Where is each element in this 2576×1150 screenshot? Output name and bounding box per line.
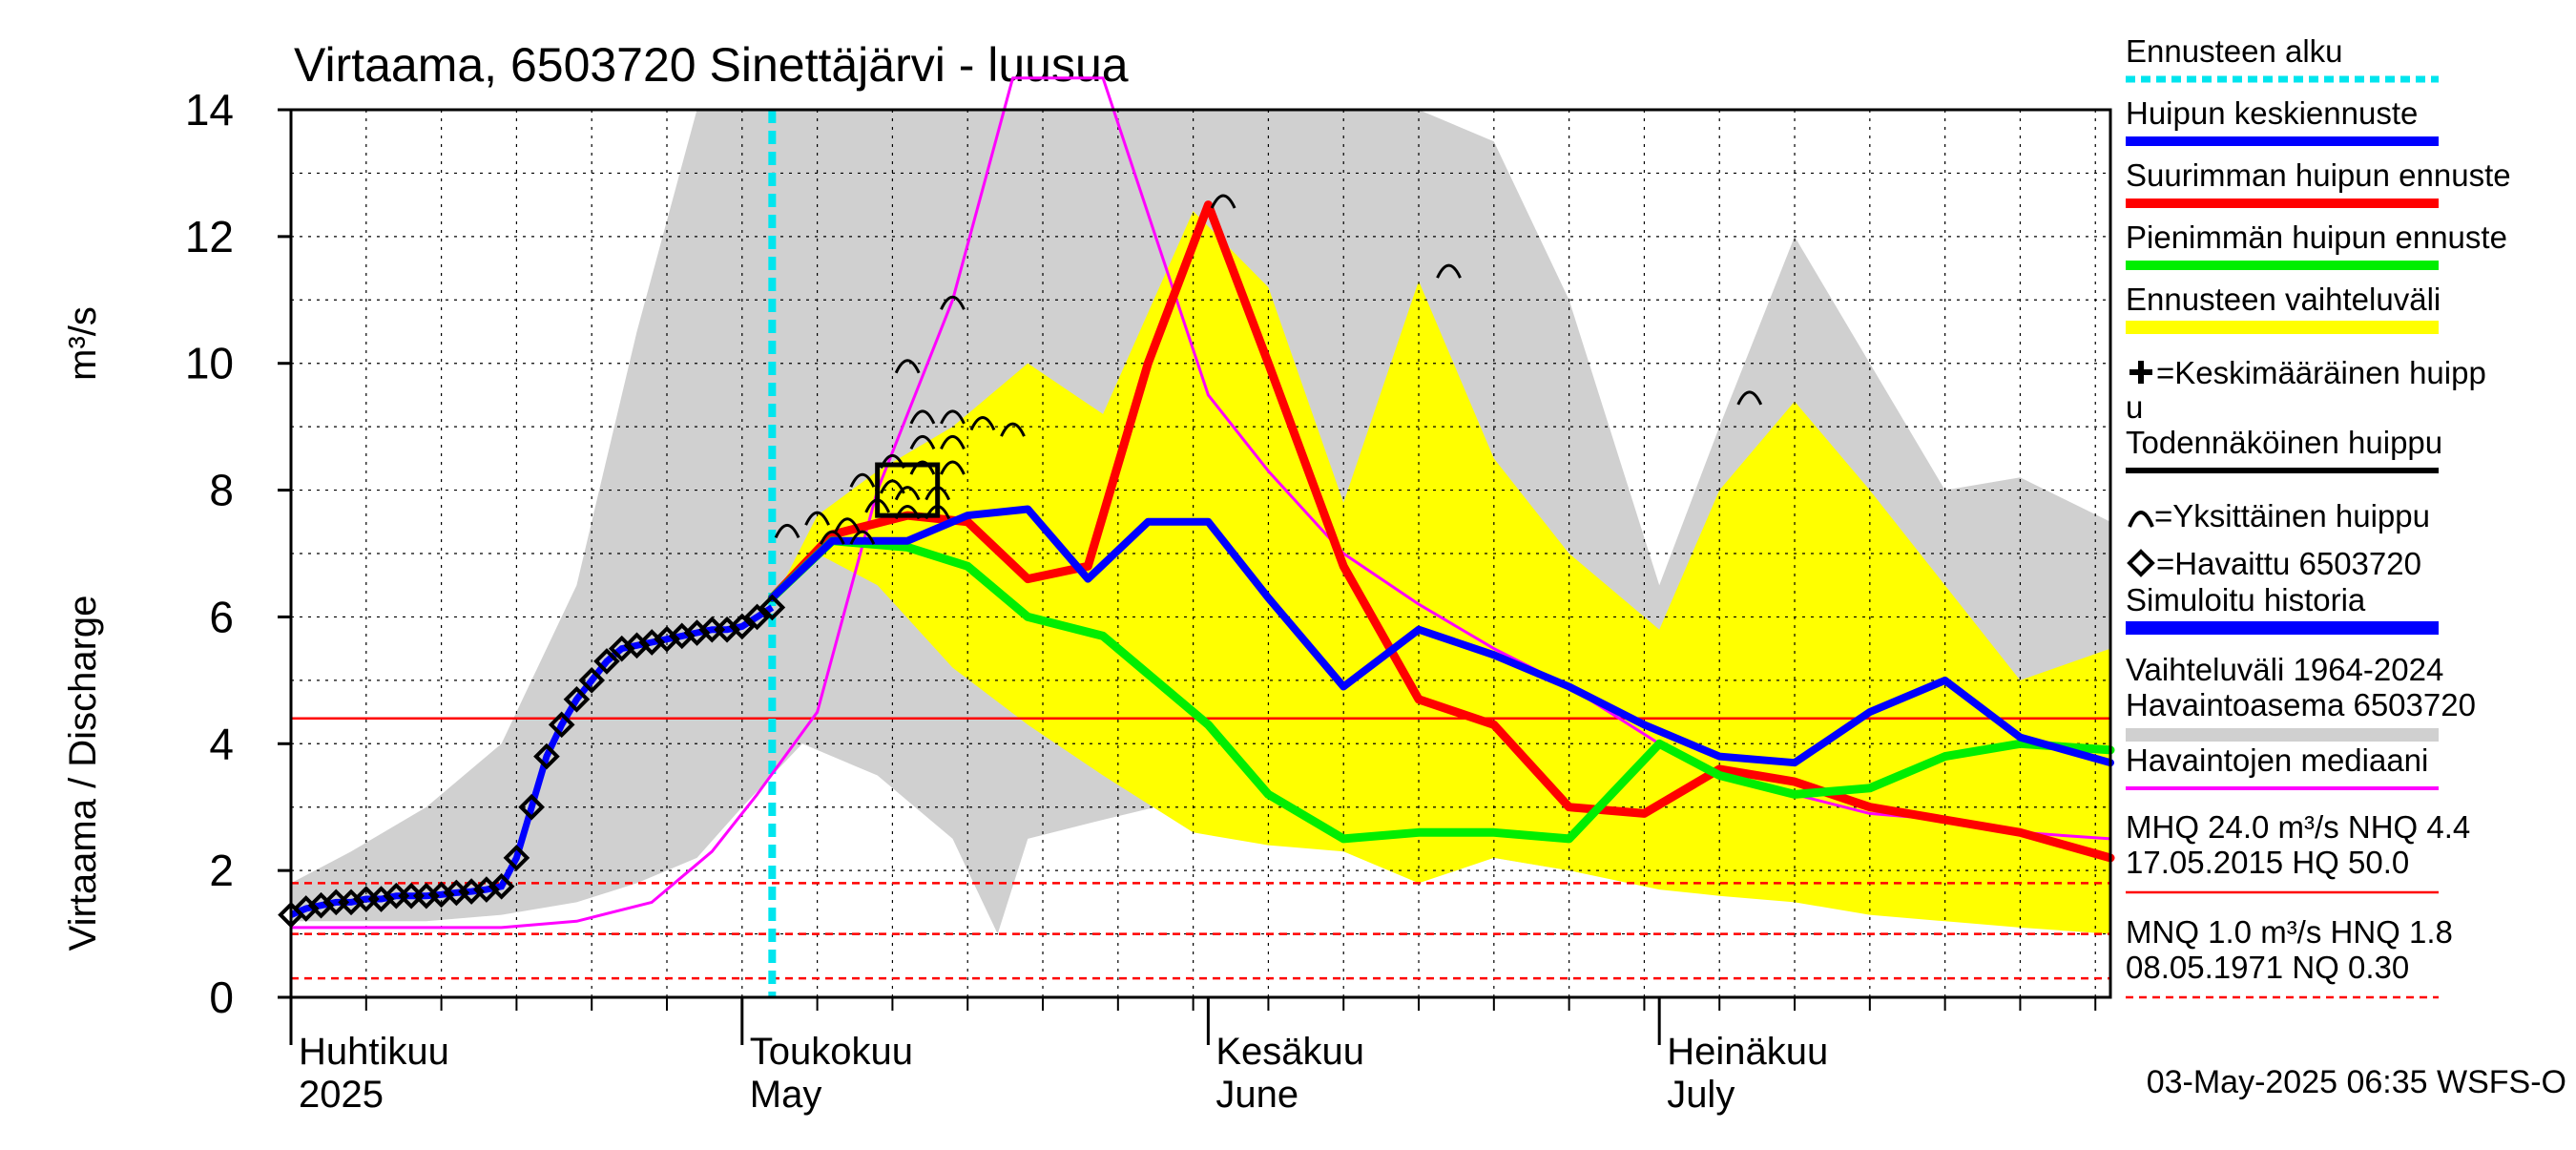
y-axis-label: Virtaama / Discharge: [62, 596, 104, 951]
single-peak-marker: [804, 511, 830, 526]
single-peak-marker: [849, 472, 876, 488]
single-peak-marker: [940, 434, 966, 450]
legend-mhq: MHQ 24.0 m³/s NHQ 4.4: [2126, 809, 2470, 845]
max_forecast-line: [767, 200, 2115, 863]
probable-peak-box: [875, 462, 941, 518]
legend-label-max_forecast: Suurimman huipun ennuste: [2126, 157, 2511, 193]
forecast-range-band: [772, 211, 2110, 934]
timestamp: 03-May-2025 06:35 WSFS-O: [2147, 1064, 2566, 1100]
legend-label-observed: =Havaittu 6503720: [2156, 546, 2421, 581]
single-peak-marker: [940, 295, 966, 310]
legend-label-simulated: Simuloitu historia: [2126, 582, 2366, 617]
single-peak-marker: [969, 416, 996, 431]
legend-label-probable_peak: Todennäköinen huippu: [2126, 425, 2442, 460]
legend-diamond-icon: [2127, 549, 2155, 577]
single-peak-marker: [774, 523, 800, 539]
observed-point: [578, 667, 606, 694]
y-tick-label: 2: [209, 846, 234, 895]
observed-point: [758, 594, 786, 621]
x-month-label: Kesäkuu: [1215, 1031, 1364, 1073]
legend-label-mean-peak-cont: u: [2126, 389, 2143, 425]
observed-point: [743, 603, 771, 631]
single-peak-marker: [1000, 422, 1026, 437]
mean_forecast-line: [768, 505, 2114, 767]
y-tick-label: 0: [209, 972, 234, 1022]
legend-arc-icon: [2128, 511, 2154, 528]
legend-plus-icon: [2129, 361, 2152, 384]
legend-mnq: MNQ 1.0 m³/s HNQ 1.8: [2126, 914, 2453, 950]
x-month-sublabel: June: [1215, 1074, 1298, 1116]
x-month-label: Toukokuu: [750, 1031, 913, 1073]
single-peak-marker: [909, 409, 936, 425]
observed-point: [518, 793, 545, 821]
observed-point: [728, 613, 756, 640]
chart-title: Virtaama, 6503720 Sinettäjärvi - luusua: [294, 38, 1129, 92]
observed-point: [533, 742, 560, 770]
single-peak-marker: [849, 530, 876, 545]
single-peak-marker: [1436, 263, 1462, 279]
legend-label-single-peak: =Yksittäinen huippu: [2154, 498, 2430, 533]
y-tick-label: 12: [185, 212, 234, 261]
legend-label-range: Vaihteluväli 1964-2024: [2126, 652, 2443, 687]
legend-label-mean_forecast: Huipun keskiennuste: [2126, 95, 2418, 131]
observed-point: [563, 685, 591, 713]
y-tick-label: 6: [209, 592, 234, 641]
single-peak-marker: [909, 434, 936, 450]
observed-point: [488, 872, 515, 900]
single-peak-marker: [820, 530, 845, 545]
x-month-sublabel: May: [750, 1074, 822, 1116]
y-tick-label: 14: [185, 85, 234, 135]
legend-label-min_forecast: Pienimmän huipun ennuste: [2126, 220, 2507, 255]
legend-mhq-date: 17.05.2015 HQ 50.0: [2126, 845, 2409, 880]
y-tick-label: 8: [209, 466, 234, 515]
single-peak-marker: [1210, 194, 1236, 209]
min_forecast-line: [767, 536, 2115, 844]
legend-label-median: Havaintojen mediaani: [2126, 742, 2428, 778]
y-tick-label: 4: [209, 719, 234, 768]
y-axis-unit: m³/s: [62, 306, 104, 381]
observed-point: [503, 845, 530, 871]
single-peak-marker: [834, 517, 861, 533]
single-peak-marker: [1736, 390, 1763, 406]
y-tick-label: 10: [185, 339, 234, 388]
legend-label-forecast_range: Ennusteen vaihteluväli: [2126, 282, 2441, 317]
legend-label-forecast_start: Ennusteen alku: [2126, 33, 2343, 69]
x-month-sublabel: July: [1667, 1074, 1735, 1116]
x-month-label: Heinäkuu: [1667, 1031, 1828, 1073]
legend-label-range-station: Havaintoasema 6503720: [2126, 687, 2476, 722]
single-peak-marker: [894, 359, 921, 374]
x-month-sublabel: 2025: [299, 1074, 384, 1116]
legend-mnq-date: 08.05.1971 NQ 0.30: [2126, 950, 2409, 985]
single-peak-marker: [940, 460, 966, 475]
single-peak-marker: [894, 486, 921, 501]
single-peak-marker: [940, 409, 966, 425]
single-peak-marker: [909, 460, 936, 475]
observed-point: [548, 711, 575, 739]
x-month-label: Huhtikuu: [299, 1031, 449, 1073]
plot-frame: [289, 108, 2112, 999]
legend-label-mean-peak: =Keskimääräinen huipp: [2156, 355, 2486, 390]
observed-point: [593, 648, 620, 675]
